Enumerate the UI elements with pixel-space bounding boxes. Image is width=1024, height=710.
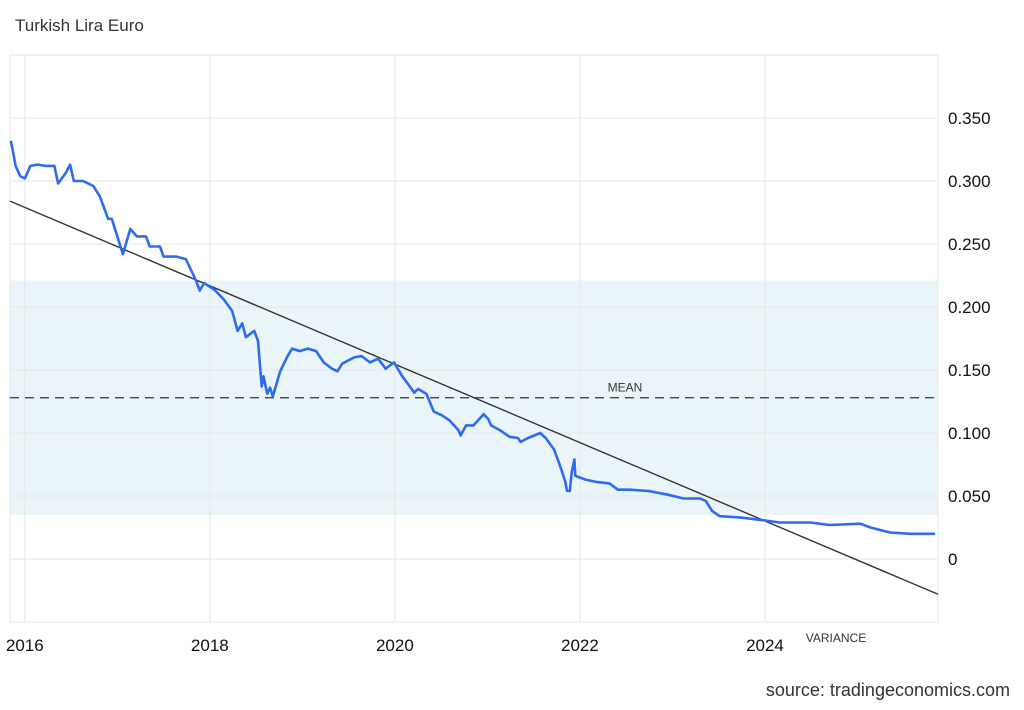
source-credit: source: tradingeconomics.com (765, 680, 1010, 700)
x-tick-label: 2024 (746, 636, 784, 655)
y-tick-label: 0.100 (948, 424, 991, 443)
x-tick-label: 2022 (561, 636, 599, 655)
y-tick-label: 0.350 (948, 109, 991, 128)
x-tick-label: 2018 (191, 636, 229, 655)
y-tick-label: 0 (948, 550, 957, 569)
x-tick-label: 2016 (6, 636, 44, 655)
mean-label: MEAN (608, 381, 643, 395)
y-tick-label: 0.050 (948, 487, 991, 506)
y-tick-label: 0.150 (948, 361, 991, 380)
series-line (9, 140, 936, 536)
trend-line (9, 200, 939, 595)
y-tick-label: 0.250 (948, 235, 991, 254)
x-tick-label: 2020 (376, 636, 414, 655)
chart-title: Turkish Lira Euro (15, 16, 144, 35)
y-tick-label: 0.300 (948, 172, 991, 191)
variance-label: VARIANCE (806, 631, 866, 645)
y-tick-label: 0.200 (948, 298, 991, 317)
